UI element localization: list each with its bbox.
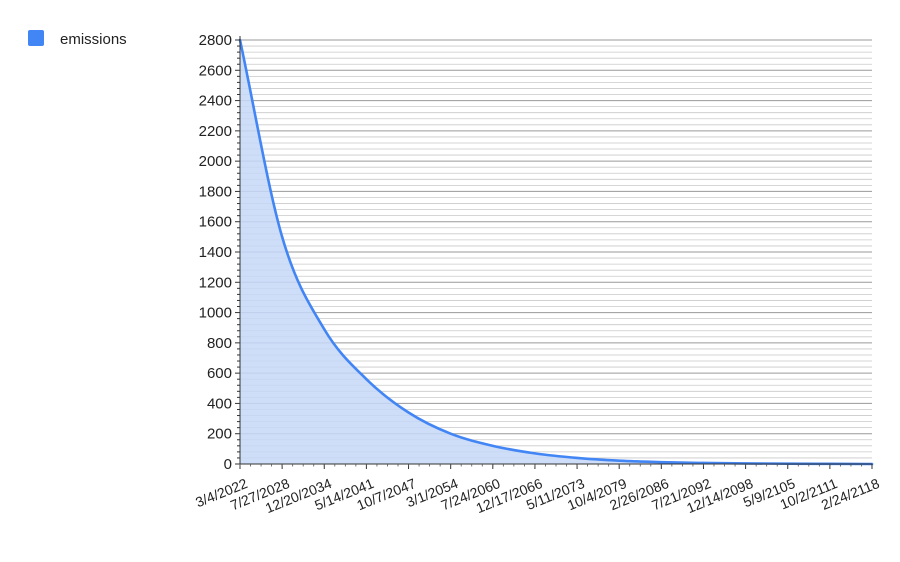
y-tick-label: 2400 <box>199 93 232 110</box>
y-tick-label: 200 <box>207 426 232 443</box>
data-point-6 <box>491 444 494 448</box>
legend: emissions <box>28 30 127 48</box>
y-tick-label: 2200 <box>199 123 232 140</box>
axis-layer <box>235 36 873 469</box>
y-tick-label: 2000 <box>199 153 232 170</box>
data-point-2 <box>323 328 326 331</box>
legend-swatch-emissions <box>28 30 44 46</box>
y-tick-label: 2800 <box>199 32 232 49</box>
y-tick-label: 1200 <box>199 274 232 291</box>
y-tick-label: 600 <box>207 365 232 382</box>
area-layer <box>238 38 874 466</box>
series-area-emissions <box>240 40 872 464</box>
data-point-8 <box>575 456 579 460</box>
y-tick-label: 1400 <box>199 244 232 261</box>
y-tick-label: 0 <box>224 456 232 473</box>
y-tick-label: 400 <box>207 395 232 412</box>
data-point-3 <box>365 378 368 381</box>
data-point-7 <box>533 452 537 455</box>
data-point-10 <box>660 460 663 464</box>
y-tick-label: 800 <box>207 335 232 352</box>
data-point-1 <box>280 235 284 239</box>
legend-label-emissions: emissions <box>60 31 127 48</box>
y-tick-label: 1000 <box>199 305 232 322</box>
y-tick-label: 1600 <box>199 214 232 231</box>
y-tick-label: 1800 <box>199 183 232 200</box>
data-point-5 <box>449 432 452 435</box>
data-point-4 <box>407 411 410 414</box>
y-tick-label: 2600 <box>199 62 232 79</box>
data-point-9 <box>618 459 621 462</box>
